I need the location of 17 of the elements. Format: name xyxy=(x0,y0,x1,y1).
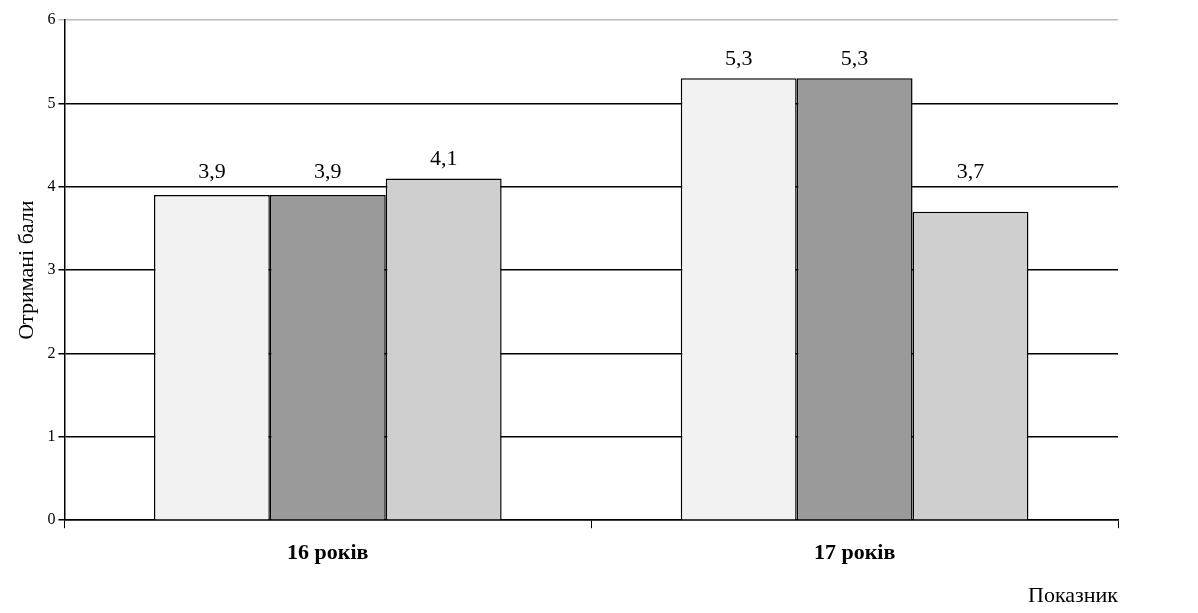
data-label: 5,3 xyxy=(724,45,753,71)
x-axis-title: Показник xyxy=(1028,581,1119,607)
x-tick-label: 16 років xyxy=(287,539,369,565)
data-label: 5,3 xyxy=(840,45,869,71)
y-tick-label: 1 xyxy=(47,427,56,445)
y-tick-label: 2 xyxy=(47,343,56,361)
y-tick-label: 3 xyxy=(47,260,56,278)
y-axis-title: Отримані бали xyxy=(12,200,38,340)
y-tick-label: 4 xyxy=(47,176,56,194)
data-label: 3,9 xyxy=(198,157,226,183)
data-label: 3,7 xyxy=(956,157,985,183)
x-tick-label: 17 років xyxy=(813,539,896,565)
y-tick-label: 5 xyxy=(47,93,56,111)
data-label: 4,1 xyxy=(429,145,458,171)
data-label: 3,9 xyxy=(314,157,342,183)
y-tick-label: 0 xyxy=(47,510,56,528)
y-tick-label: 6 xyxy=(47,10,56,28)
